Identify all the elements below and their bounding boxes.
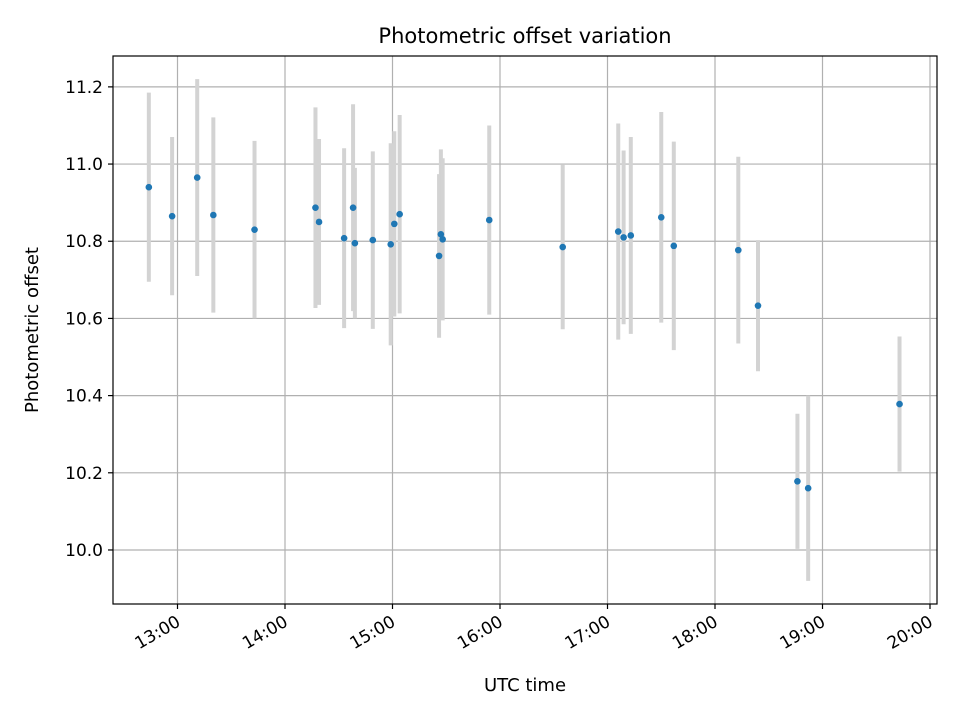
y-axis-label: Photometric offset [22, 247, 43, 413]
y-tick-label: 11.2 [65, 78, 103, 98]
y-axis-ticks: 10.0 10.2 10.4 10.6 10.8 11.0 11.2 [65, 78, 113, 561]
data-point [390, 220, 398, 228]
y-tick-label: 10.0 [65, 541, 103, 561]
y-tick-label: 10.6 [65, 309, 103, 329]
plot-frame [112, 55, 938, 605]
data-point [896, 400, 903, 408]
data-point [168, 212, 176, 220]
data-point [193, 174, 201, 181]
chart-title: Photometric offset variation [378, 24, 671, 48]
data-point [145, 183, 153, 191]
data-point [670, 242, 678, 250]
data-point [794, 477, 801, 485]
data-point [369, 236, 377, 244]
y-tick-label: 10.4 [65, 387, 103, 407]
data-point [657, 214, 665, 221]
data-point [251, 226, 258, 233]
data-point [396, 210, 403, 218]
data-point [349, 204, 357, 211]
data-point [754, 302, 762, 309]
data-point [620, 234, 627, 241]
data-points [145, 174, 903, 492]
data-point [340, 234, 348, 242]
data-point [210, 211, 217, 219]
y-tick-label: 10.8 [65, 232, 103, 252]
data-point [312, 204, 319, 211]
data-point [614, 228, 622, 235]
data-point [485, 216, 493, 224]
x-axis-label: UTC time [484, 675, 566, 696]
y-tick-label: 11.0 [65, 155, 103, 175]
data-point [437, 230, 445, 238]
data-point [435, 252, 443, 260]
data-point [559, 243, 567, 251]
data-point [804, 484, 812, 492]
data-point [734, 246, 742, 254]
grid [113, 56, 937, 604]
data-point [315, 218, 323, 226]
data-point [439, 236, 446, 243]
data-point [351, 239, 359, 247]
y-tick-label: 10.2 [65, 464, 103, 484]
data-point [627, 232, 635, 239]
data-point [387, 241, 395, 248]
